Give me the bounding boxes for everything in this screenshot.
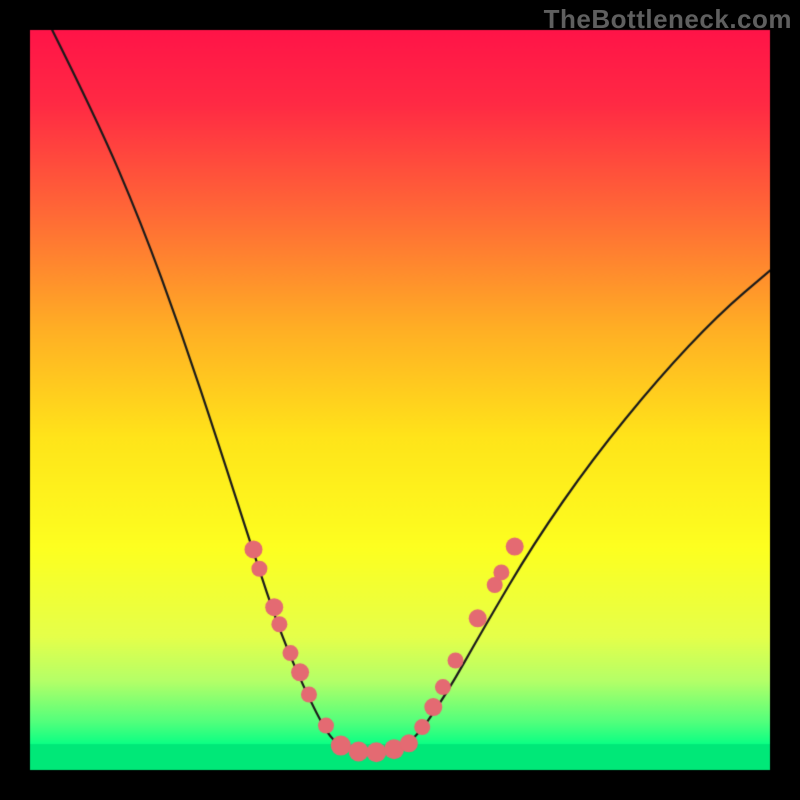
chart-root: { "canvas": { "width": 800, "height": 80… (0, 0, 800, 800)
bottleneck-curve-plot (0, 0, 800, 800)
